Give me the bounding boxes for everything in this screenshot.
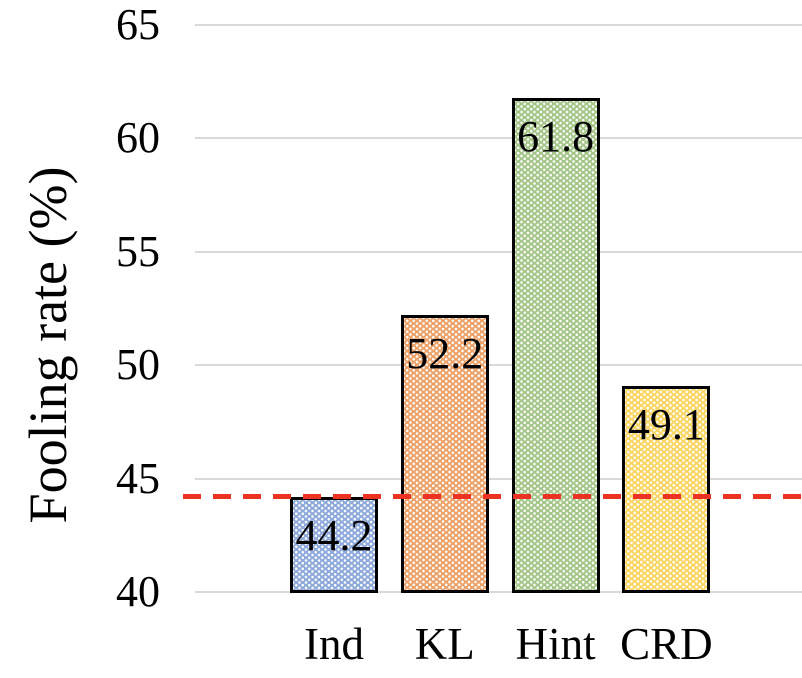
x-category-label-kl: KL <box>414 619 475 669</box>
bar-value-label: 61.8 <box>517 111 595 161</box>
y-tick-label: 55 <box>116 226 160 276</box>
x-category-label-crd: CRD <box>620 619 713 669</box>
gridline <box>195 364 802 367</box>
plot-area: 44.2 52.2 61.8 49.1 <box>195 24 802 593</box>
bar-crd: 49.1 <box>622 385 711 593</box>
y-tick-label: 60 <box>116 113 160 163</box>
y-tick-label: 50 <box>116 340 160 390</box>
bar-value-label: 49.1 <box>627 399 705 449</box>
gridline <box>195 591 802 593</box>
y-tick-label: 45 <box>116 453 160 503</box>
y-tick-label: 40 <box>116 567 160 616</box>
gridline <box>195 24 802 26</box>
bar-ind: 44.2 <box>290 496 378 593</box>
bar-hint: 61.8 <box>511 97 600 593</box>
gridline <box>195 477 802 480</box>
x-category-label-ind: Ind <box>304 619 364 669</box>
bar-kl: 52.2 <box>400 315 489 593</box>
bar-value-label: 52.2 <box>406 329 484 379</box>
reference-line <box>183 494 802 500</box>
bar-value-label: 44.2 <box>295 510 373 560</box>
y-tick-label: 65 <box>116 0 160 49</box>
gridline <box>195 250 802 253</box>
x-category-label-hint: Hint <box>515 619 596 669</box>
gridline <box>195 137 802 140</box>
